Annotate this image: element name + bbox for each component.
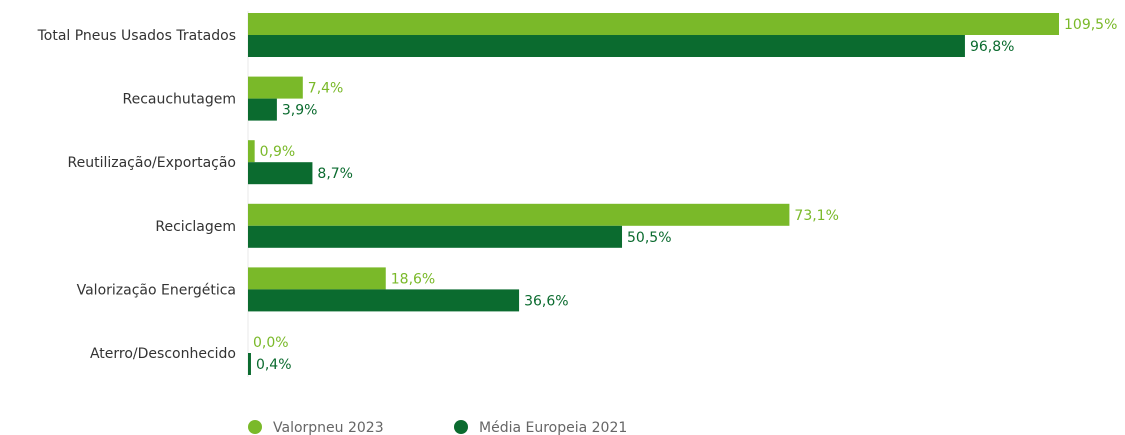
value-label-valorpneu-2023-aterro-desconhecido: 0,0% bbox=[253, 335, 289, 351]
category-label-reciclagem: Reciclagem bbox=[155, 219, 236, 235]
value-label-media-europeia-2021-valorizacao-energetica: 36,6% bbox=[524, 293, 568, 309]
legend-label-media-europeia-2021: Média Europeia 2021 bbox=[479, 420, 627, 435]
value-label-media-europeia-2021-recauchutagem: 3,9% bbox=[282, 103, 318, 119]
legend: Valorpneu 2023 Média Europeia 2021 bbox=[248, 420, 627, 435]
legend-label-valorpneu-2023: Valorpneu 2023 bbox=[273, 420, 384, 435]
value-label-media-europeia-2021-total-pneus-usados-tratados: 96,8% bbox=[970, 39, 1014, 55]
legend-marker-valorpneu-2023 bbox=[248, 420, 262, 434]
value-label-valorpneu-2023-reciclagem: 73,1% bbox=[794, 208, 838, 224]
bar-media-europeia-2021-aterro-desconhecido bbox=[248, 353, 251, 375]
value-label-valorpneu-2023-total-pneus-usados-tratados: 109,5% bbox=[1064, 17, 1117, 33]
value-label-valorpneu-2023-valorizacao-energetica: 18,6% bbox=[391, 271, 435, 287]
value-label-valorpneu-2023-reutilizacao-exportacao: 0,9% bbox=[260, 144, 296, 160]
bar-media-europeia-2021-valorizacao-energetica bbox=[248, 289, 520, 312]
bar-valorpneu-2023-reutilizacao-exportacao bbox=[248, 140, 255, 163]
bar-media-europeia-2021-recauchutagem bbox=[248, 98, 277, 121]
category-label-reutilizacao-exportacao: Reutilização/Exportação bbox=[68, 155, 236, 171]
value-label-media-europeia-2021-reciclagem: 50,5% bbox=[627, 230, 671, 246]
value-labels: 109,5% 96,8% 7,4% 3,9% 0,9% 8,7% 73,1% 50,5% 18,… bbox=[253, 17, 1117, 373]
bar-valorpneu-2023-total-pneus-usados-tratados bbox=[248, 13, 1059, 35]
bar-media-europeia-2021-reciclagem bbox=[248, 225, 623, 248]
value-label-valorpneu-2023-recauchutagem: 7,4% bbox=[308, 81, 344, 97]
bars bbox=[248, 13, 1059, 375]
category-label-valorizacao-energetica: Valorização Energética bbox=[77, 282, 236, 298]
value-label-media-europeia-2021-reutilizacao-exportacao: 8,7% bbox=[317, 166, 353, 182]
category-axis: Total Pneus Usados Tratados Recauchutagem… bbox=[37, 11, 249, 377]
value-label-media-europeia-2021-aterro-desconhecido: 0,4% bbox=[256, 357, 292, 373]
legend-marker-media-europeia-2021 bbox=[454, 420, 468, 434]
bar-valorpneu-2023-reciclagem bbox=[248, 203, 790, 226]
category-label-recauchutagem: Recauchutagem bbox=[122, 92, 236, 108]
category-label-total-pneus-usados-tratados: Total Pneus Usados Tratados bbox=[37, 28, 236, 44]
category-label-aterro-desconhecido: Aterro/Desconhecido bbox=[90, 346, 236, 362]
bar-valorpneu-2023-valorizacao-energetica bbox=[248, 267, 386, 290]
bar-valorpneu-2023-recauchutagem bbox=[248, 76, 303, 99]
bar-media-europeia-2021-total-pneus-usados-tratados bbox=[248, 35, 965, 57]
bar-media-europeia-2021-reutilizacao-exportacao bbox=[248, 162, 313, 185]
